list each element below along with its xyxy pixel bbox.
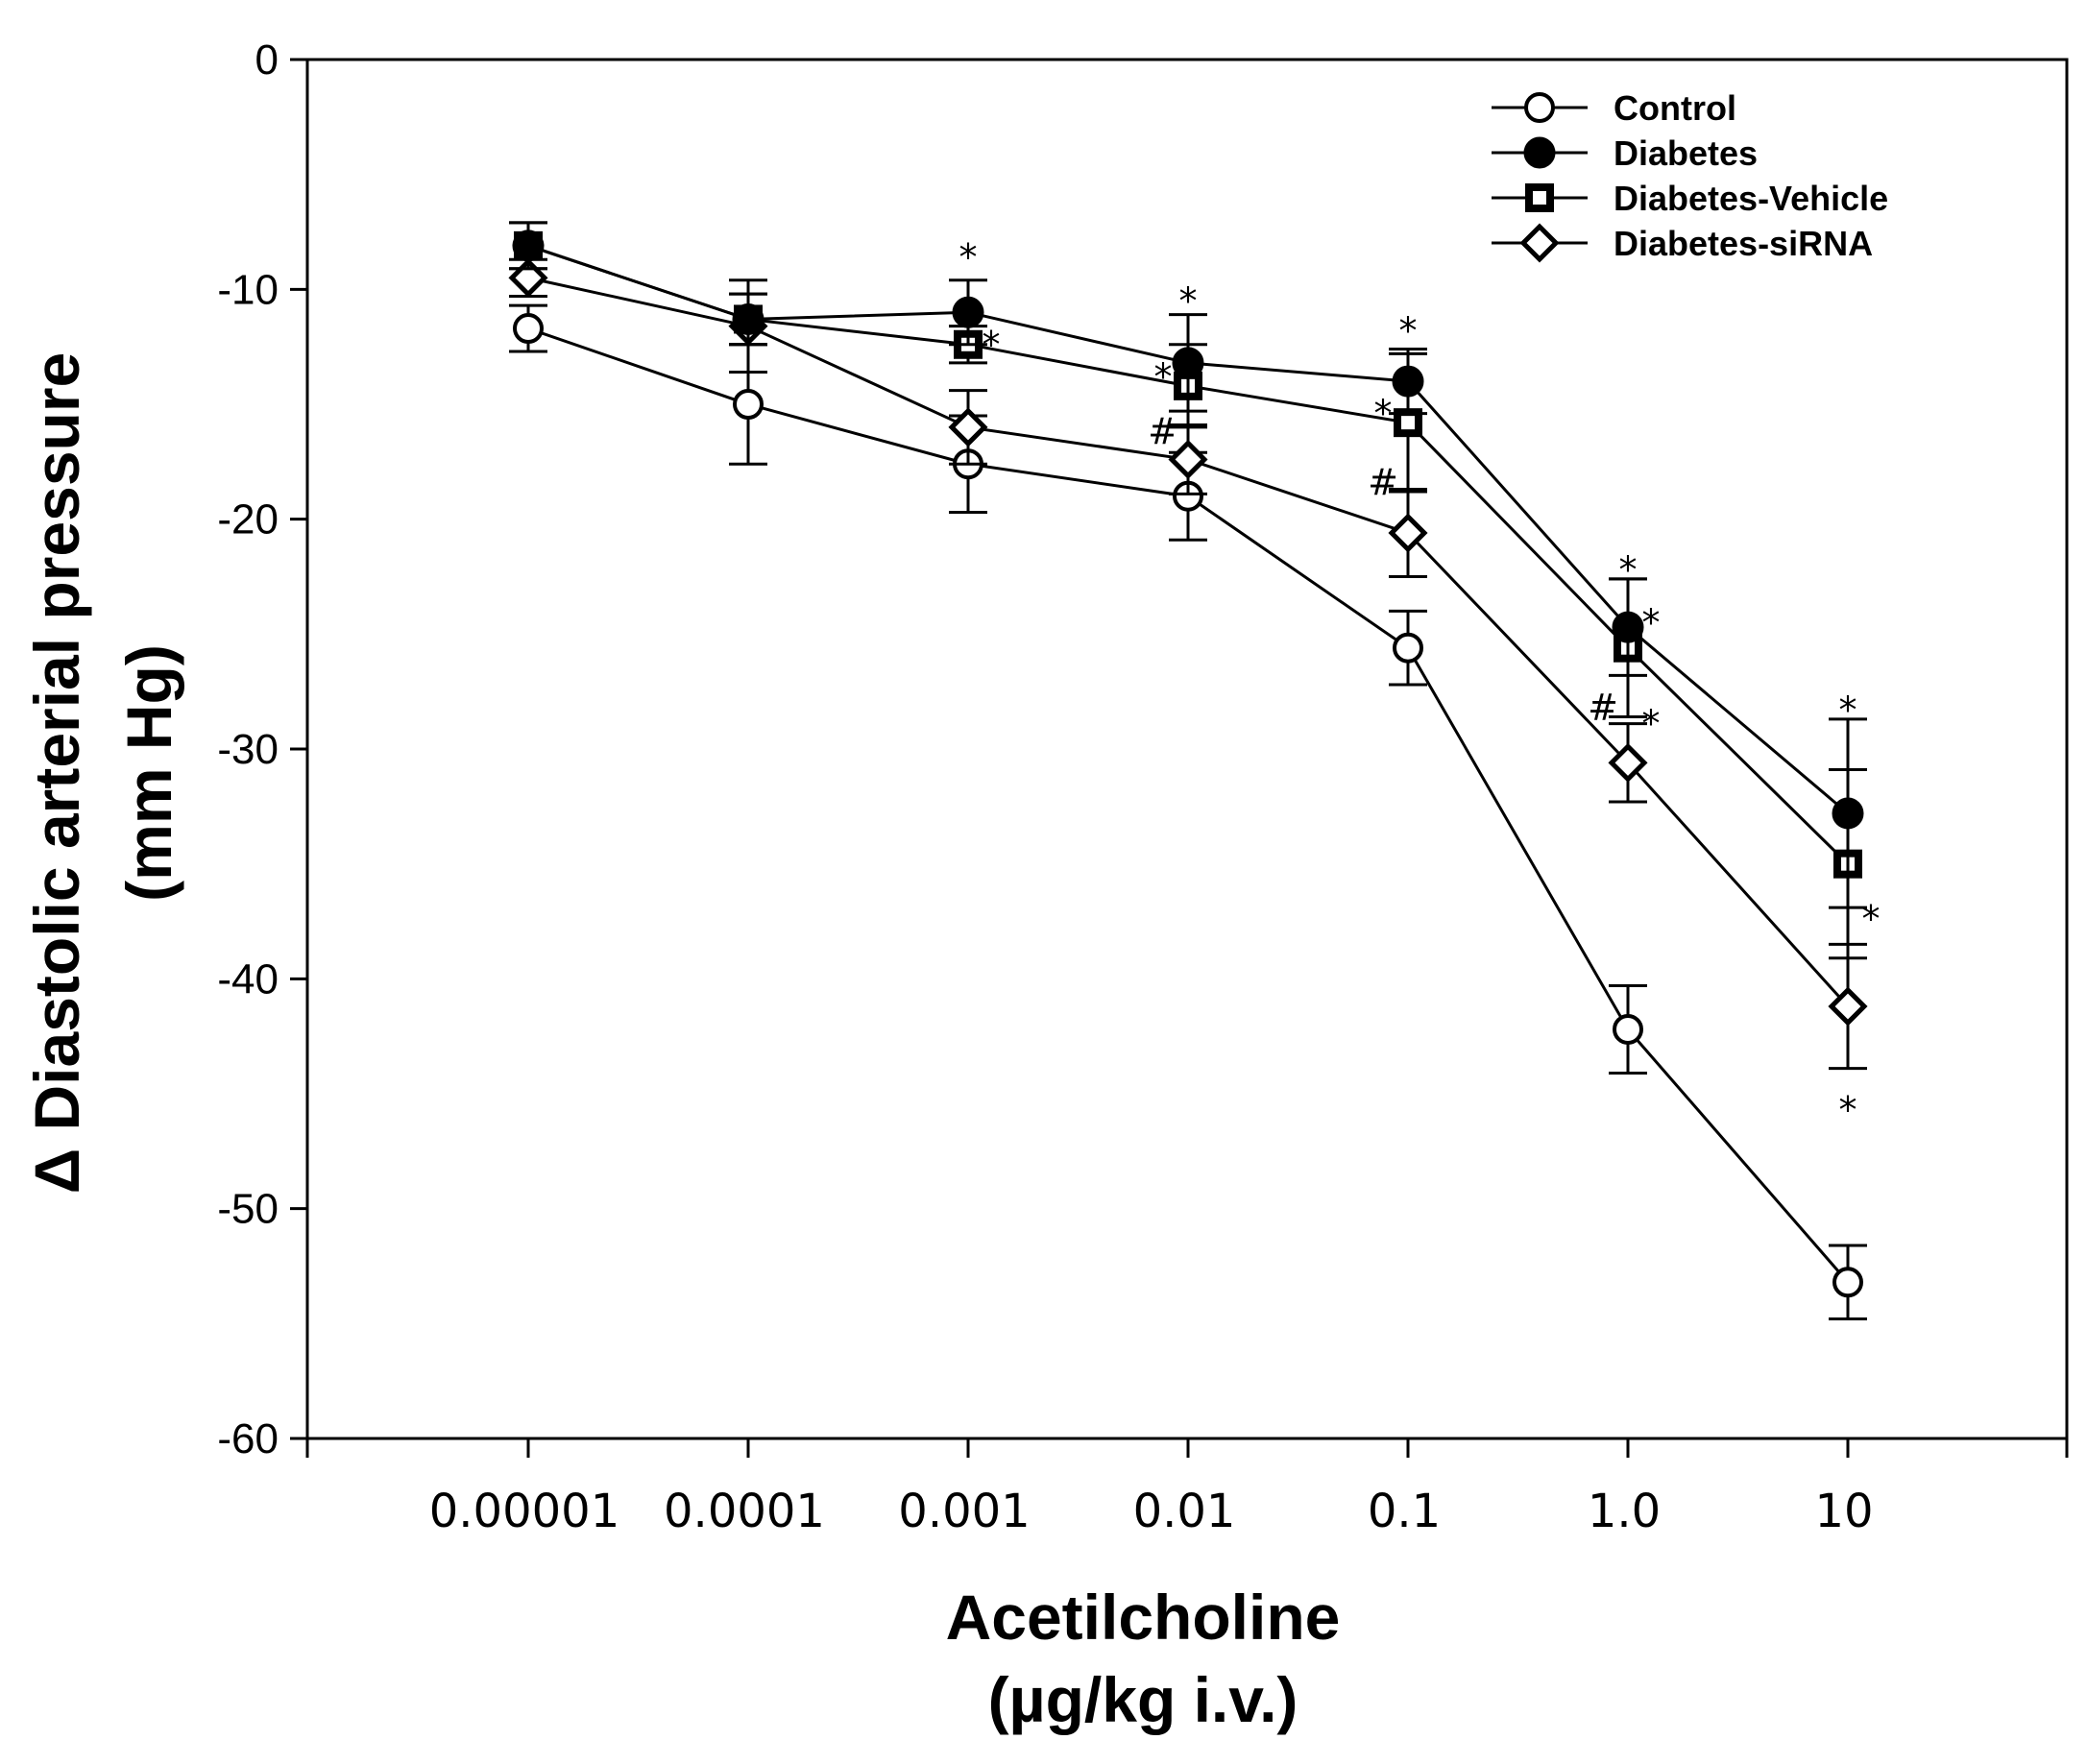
legend-entry: Diabetes-Vehicle (1492, 179, 1888, 218)
annotations: ****#**#**# * *** (959, 236, 1881, 1131)
x-tick-label: 0.0001 (664, 1485, 825, 1538)
significance-mark: * (1619, 548, 1638, 591)
data-point (732, 302, 764, 335)
legend-marker (1525, 183, 1554, 212)
legend-entry: Diabetes (1492, 133, 1758, 173)
y-tick-label: -60 (217, 1415, 279, 1462)
y-axis-title: Δ Diastolic arterial pressure (21, 352, 92, 1195)
legend-marker (1519, 223, 1560, 263)
x-tick-label: 1.0 (1588, 1485, 1661, 1538)
data-point (1828, 986, 1868, 1027)
data-point (948, 407, 988, 447)
significance-mark: * (1839, 1089, 1857, 1131)
x-tick-label: 10 (1814, 1485, 1873, 1538)
significance-mark: # (1148, 411, 1178, 453)
y-axis-unit: (mm Hg) (113, 644, 184, 902)
y-tick-label: -10 (217, 266, 279, 313)
x-tick-label: 0.00001 (429, 1485, 620, 1538)
data-point (952, 296, 984, 328)
legend-entry: Control (1492, 88, 1736, 128)
significance-mark: * (1399, 309, 1418, 351)
series-diabetes-sirna (508, 257, 1868, 1071)
data-point (1613, 1013, 1643, 1045)
data-point (1612, 611, 1644, 643)
significance-mark: * (1862, 898, 1881, 940)
data-point (733, 389, 764, 420)
data-point (1392, 365, 1424, 398)
significance-mark: * (1179, 279, 1198, 322)
legend-label: Diabetes-Vehicle (1614, 179, 1888, 218)
significance-mark: # (1588, 687, 1618, 729)
data-point (1172, 347, 1204, 379)
y-tick-label: -40 (217, 955, 279, 1003)
significance-mark: * (1154, 355, 1173, 398)
significance-mark: * (983, 324, 1001, 366)
x-tick-label: 0.1 (1368, 1485, 1441, 1538)
x-tick-label: 0.01 (1133, 1485, 1236, 1538)
y-tick-label: 0 (255, 36, 279, 84)
significance-mark: * (1642, 703, 1661, 745)
legend-entry: Diabetes-siRNA (1492, 223, 1873, 263)
legend-marker (1524, 92, 1555, 123)
significance-mark: # (1368, 461, 1398, 503)
significance-mark: * (1839, 689, 1857, 731)
y-tick-label: -20 (217, 496, 279, 544)
data-point (1832, 1267, 1863, 1298)
legend: Control Diabetes Diabetes-Vehicle Diabetes-… (1492, 88, 1888, 263)
legend-label: Control (1614, 88, 1736, 128)
series-diabetes (509, 221, 1867, 909)
x-axis-title: Acetilcholine (946, 1582, 1341, 1653)
data-point (1388, 513, 1428, 553)
significance-mark: * (959, 236, 978, 278)
x-tick-label: 0.001 (898, 1485, 1030, 1538)
data-point (512, 230, 545, 262)
legend-label: Diabetes-siRNA (1614, 224, 1873, 263)
data-point (513, 313, 544, 345)
x-axis-unit: (µg/kg i.v.) (988, 1664, 1298, 1735)
data-point (1168, 439, 1208, 479)
legend-marker (1523, 136, 1556, 169)
data-point (1393, 632, 1423, 664)
marker-square-inner (1401, 416, 1415, 430)
y-tick-label: -30 (217, 726, 279, 773)
data-point (1608, 742, 1648, 783)
axes: 0 -10 -20 -30 -40 -50 -60 0.00001 0.0001 0.001 0.0… (217, 36, 2069, 1538)
significance-mark: * (1642, 601, 1661, 643)
data-point (1832, 797, 1864, 830)
series-layer (508, 221, 1868, 1321)
y-tick-label: -50 (217, 1186, 279, 1233)
marker-square-inner (1533, 191, 1546, 205)
significance-mark: * (1374, 393, 1393, 435)
legend-label: Diabetes (1614, 133, 1758, 173)
